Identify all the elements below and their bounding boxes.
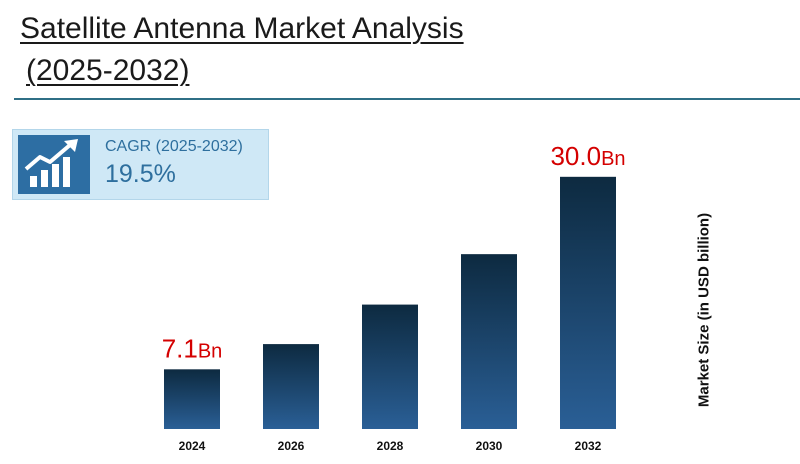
title-line-2: (2025-2032) <box>26 54 190 87</box>
x-tick-2026: 2026 <box>278 439 305 453</box>
cagr-panel: CAGR (2025-2032) 19.5% <box>12 129 269 200</box>
value-callout-2024: 7.1Bn <box>162 333 223 363</box>
y-axis-label: Market Size (in USD billion) <box>695 212 713 408</box>
bar-2030 <box>461 254 517 429</box>
value-callout-2032: 30.0Bn <box>550 141 625 171</box>
bar-2024 <box>164 369 220 429</box>
x-tick-2032: 2032 <box>575 439 602 453</box>
bar-2032 <box>560 176 616 429</box>
cagr-label: CAGR (2025-2032) <box>105 138 243 155</box>
x-tick-2028: 2028 <box>377 439 404 453</box>
growth-chart-icon <box>18 135 90 194</box>
title-line-1: Satellite Antenna Market Analysis <box>20 12 464 45</box>
x-tick-2024: 2024 <box>179 439 206 453</box>
bar-2028 <box>362 304 418 429</box>
cagr-value: 19.5% <box>105 160 176 188</box>
page-title: Satellite Antenna Market Analysis (2025-… <box>20 8 620 92</box>
title-divider <box>14 98 800 100</box>
bar-2026 <box>263 344 319 429</box>
x-tick-2030: 2030 <box>476 439 503 453</box>
